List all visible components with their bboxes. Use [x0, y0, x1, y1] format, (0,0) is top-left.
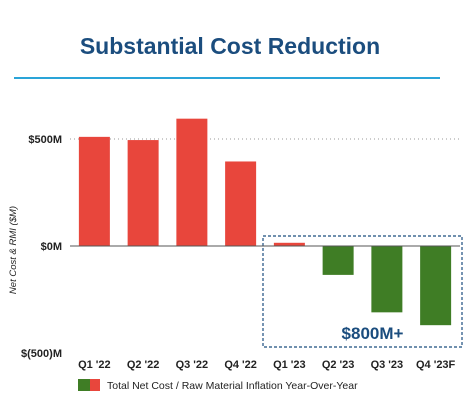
legend-swatch-green [78, 379, 90, 391]
x-tick-label: Q4 '23F [416, 359, 456, 371]
page-title: Substantial Cost Reduction [79, 33, 381, 59]
bar-q4-23f [420, 246, 452, 326]
bar-q1-23 [273, 242, 305, 246]
bar-q4-22 [225, 161, 257, 246]
legend-label: Total Net Cost / Raw Material Inflation … [107, 380, 358, 392]
x-tick-label: Q3 '22 [176, 359, 209, 371]
x-tick-label: Q4 '22 [224, 359, 257, 371]
x-tick-label: Q2 '22 [127, 359, 160, 371]
y-ticks: $500M $0M $(500)M [21, 134, 62, 360]
x-tick-label: Q3 '23 [371, 359, 404, 371]
callout-text: $800M+ [342, 324, 404, 343]
y-tick-label: $(500)M [21, 348, 62, 360]
x-tick-label: Q1 '22 [78, 359, 111, 371]
title-divider [14, 77, 440, 79]
bar-q2-23 [322, 246, 354, 275]
y-tick-label: $500M [28, 134, 62, 146]
bar-q3-22 [176, 118, 208, 246]
legend-swatch-red [90, 379, 100, 391]
bar-q2-22 [127, 140, 159, 246]
bar-q1-22 [78, 136, 110, 246]
legend: Total Net Cost / Raw Material Inflation … [78, 379, 358, 392]
bar-q3-23 [371, 246, 403, 313]
x-ticks: Q1 '22 Q2 '22 Q3 '22 Q4 '22 Q1 '23 Q2 '23 Q3 '… [78, 359, 455, 371]
bars [78, 118, 452, 326]
x-tick-label: Q1 '23 [273, 359, 306, 371]
y-tick-label: $0M [41, 241, 62, 253]
x-tick-label: Q2 '23 [322, 359, 355, 371]
y-axis-label: Net Cost & RMI ($M) [8, 206, 19, 294]
